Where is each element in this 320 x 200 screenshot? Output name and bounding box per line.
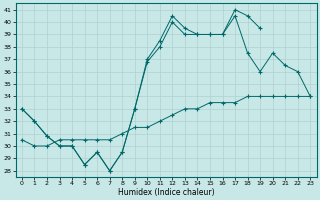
X-axis label: Humidex (Indice chaleur): Humidex (Indice chaleur) — [118, 188, 214, 197]
